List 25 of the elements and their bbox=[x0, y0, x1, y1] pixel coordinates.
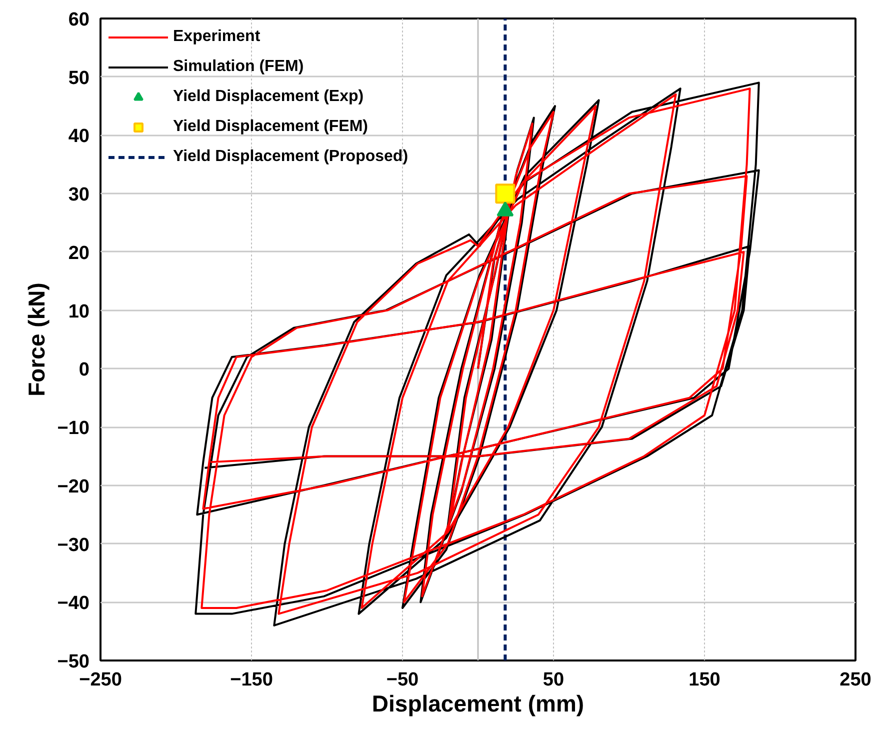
y-tick-label: −50 bbox=[57, 652, 90, 672]
legend-label: Experiment bbox=[173, 27, 260, 47]
x-tick-label: 250 bbox=[840, 670, 872, 690]
y-tick-label: 50 bbox=[68, 68, 90, 89]
y-tick-label: 40 bbox=[68, 126, 90, 148]
y-tick-label: −10 bbox=[57, 418, 90, 440]
legend-label: Simulation (FEM) bbox=[173, 57, 304, 77]
x-axis-title: Displacement (mm) bbox=[372, 690, 584, 716]
y-axis-title: Force (kN) bbox=[23, 282, 50, 396]
y-tick-label: 10 bbox=[68, 301, 90, 322]
y-tick-label: 20 bbox=[68, 242, 90, 264]
x-tick-label: 150 bbox=[688, 670, 720, 690]
y-tick-label: 60 bbox=[68, 10, 90, 30]
y-tick-label: −40 bbox=[57, 593, 90, 614]
x-tick-label: −250 bbox=[79, 670, 122, 690]
y-tick-label: 30 bbox=[68, 184, 90, 206]
legend-label: Yield Displacement (Proposed) bbox=[173, 147, 408, 167]
y-tick-label: −30 bbox=[57, 534, 90, 556]
legend-label: Yield Displacement (FEM) bbox=[173, 117, 368, 137]
legend-label: Yield Displacement (Exp) bbox=[173, 87, 364, 107]
x-tick-label: −50 bbox=[386, 670, 419, 690]
y-tick-label: 0 bbox=[78, 360, 90, 381]
x-tick-label: −150 bbox=[230, 670, 273, 690]
y-tick-label: −20 bbox=[57, 476, 90, 498]
x-tick-label: 50 bbox=[542, 670, 564, 690]
